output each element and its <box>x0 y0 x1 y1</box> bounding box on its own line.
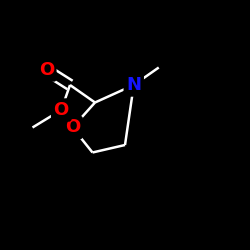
Text: N: N <box>126 76 141 94</box>
Text: O: O <box>38 61 54 79</box>
Text: O: O <box>65 118 80 136</box>
Text: O: O <box>54 101 69 119</box>
